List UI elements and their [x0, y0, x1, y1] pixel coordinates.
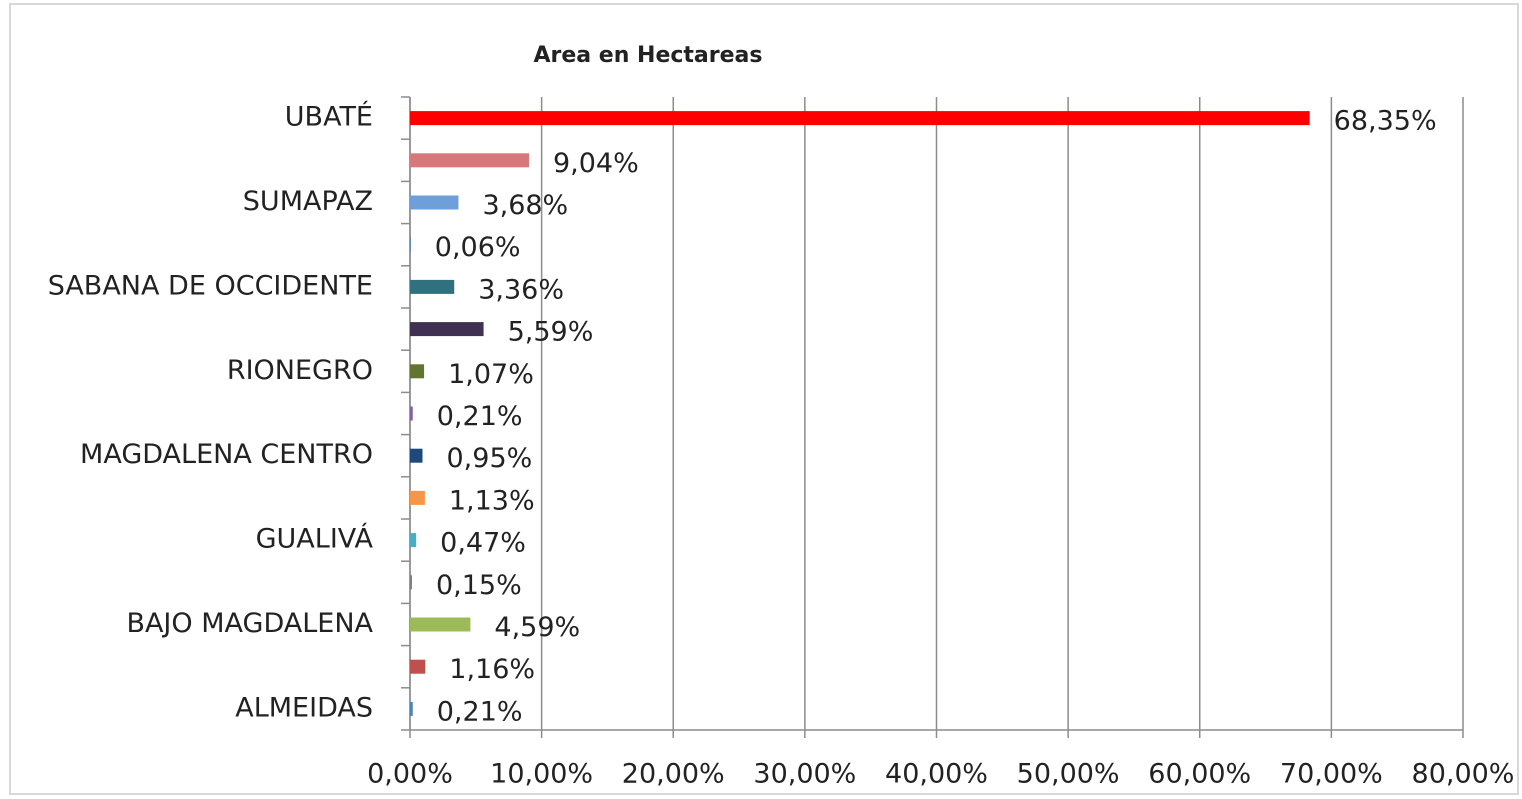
x-tick-label: 30,00% — [753, 759, 856, 790]
x-tick-label: 80,00% — [1412, 759, 1515, 790]
chart-title: Area en Hectareas — [534, 43, 763, 68]
value-label: 3,36% — [478, 274, 564, 305]
value-label: 1,07% — [448, 359, 534, 390]
value-label: 4,59% — [494, 612, 580, 643]
bar — [410, 279, 455, 294]
y-tick-label: GUALIVÁ — [256, 523, 374, 555]
bar — [410, 195, 459, 210]
x-tick-label: 10,00% — [490, 759, 593, 790]
y-tick-label: UBATÉ — [285, 101, 373, 133]
bar — [410, 322, 484, 337]
y-tick-label: SUMAPAZ — [243, 186, 373, 217]
value-label: 5,59% — [508, 317, 594, 348]
bar — [410, 659, 426, 674]
y-tick-label: BAJO MAGDALENA — [126, 608, 373, 639]
y-tick-label: RIONEGRO — [227, 355, 373, 386]
value-label: 9,04% — [553, 148, 639, 179]
value-label: 0,15% — [436, 570, 522, 601]
x-tick-label: 50,00% — [1017, 759, 1120, 790]
x-tick-label: 60,00% — [1148, 759, 1251, 790]
x-tick-label: 40,00% — [885, 759, 988, 790]
bar — [410, 533, 417, 548]
bar — [410, 490, 425, 505]
value-label: 68,35% — [1334, 106, 1437, 137]
value-label: 0,21% — [437, 696, 523, 727]
bar — [410, 153, 529, 168]
y-tick-label: SABANA DE OCCIDENTE — [48, 270, 373, 301]
bar — [410, 617, 471, 632]
value-label: 1,13% — [449, 485, 535, 516]
x-tick-label: 20,00% — [622, 759, 725, 790]
x-tick-label: 70,00% — [1280, 759, 1383, 790]
y-tick-label: MAGDALENA CENTRO — [80, 439, 373, 470]
value-label: 0,21% — [437, 401, 523, 432]
value-label: 0,95% — [447, 443, 533, 474]
bar — [410, 111, 1310, 126]
bar — [410, 448, 423, 463]
bar — [410, 364, 425, 379]
chart-border — [9, 3, 1519, 795]
y-tick-label: ALMEIDAS — [235, 692, 373, 723]
value-label: 0,06% — [435, 232, 521, 263]
x-tick-label: 0,00% — [367, 759, 453, 790]
bar — [410, 575, 412, 590]
bar — [410, 237, 411, 252]
bar — [410, 701, 413, 716]
bar — [410, 406, 413, 421]
value-label: 0,47% — [440, 528, 526, 559]
value-label: 3,68% — [482, 190, 568, 221]
value-label: 1,16% — [449, 654, 535, 685]
